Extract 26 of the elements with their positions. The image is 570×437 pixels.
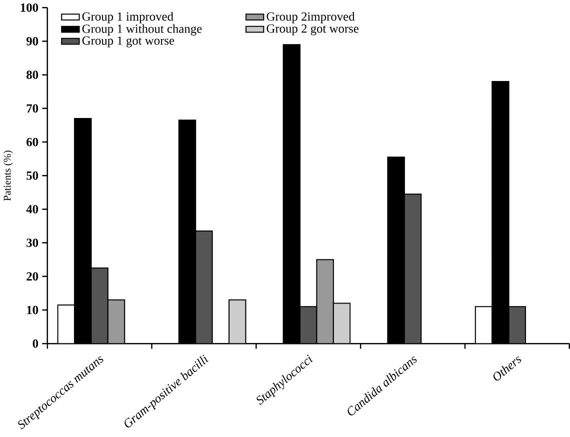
y-tick-label: 80 — [26, 70, 38, 80]
legend-label: Group 1 improved — [82, 12, 174, 24]
y-tick-label: 50 — [26, 172, 38, 180]
bar — [404, 194, 422, 344]
bar — [195, 230, 213, 344]
bar — [332, 302, 351, 344]
bar — [299, 306, 318, 344]
bar — [228, 300, 246, 344]
bar — [316, 259, 334, 344]
y-tick-label: 20 — [26, 272, 38, 281]
y-tick-label: 30 — [26, 238, 38, 248]
y-tick-label: 70 — [26, 104, 38, 113]
y-tick-label: 40 — [26, 205, 38, 214]
legend-label: Group 1 without change — [82, 24, 202, 36]
legend-label: Group 2 got worse — [266, 24, 358, 36]
bar — [90, 268, 108, 344]
y-tick-label: 10 — [27, 306, 38, 314]
bar — [107, 300, 126, 344]
legend-label: Group 1 got worse — [82, 36, 174, 48]
y-tick-label: 0 — [32, 340, 38, 348]
y-axis-title: Patients (%) — [3, 150, 13, 201]
y-tick-label: 100 — [20, 4, 38, 12]
bar — [508, 306, 526, 344]
y-tick-label: 60 — [26, 138, 38, 146]
y-tick-label: 90 — [26, 37, 38, 46]
legend-label: Group 2improved — [266, 12, 355, 24]
